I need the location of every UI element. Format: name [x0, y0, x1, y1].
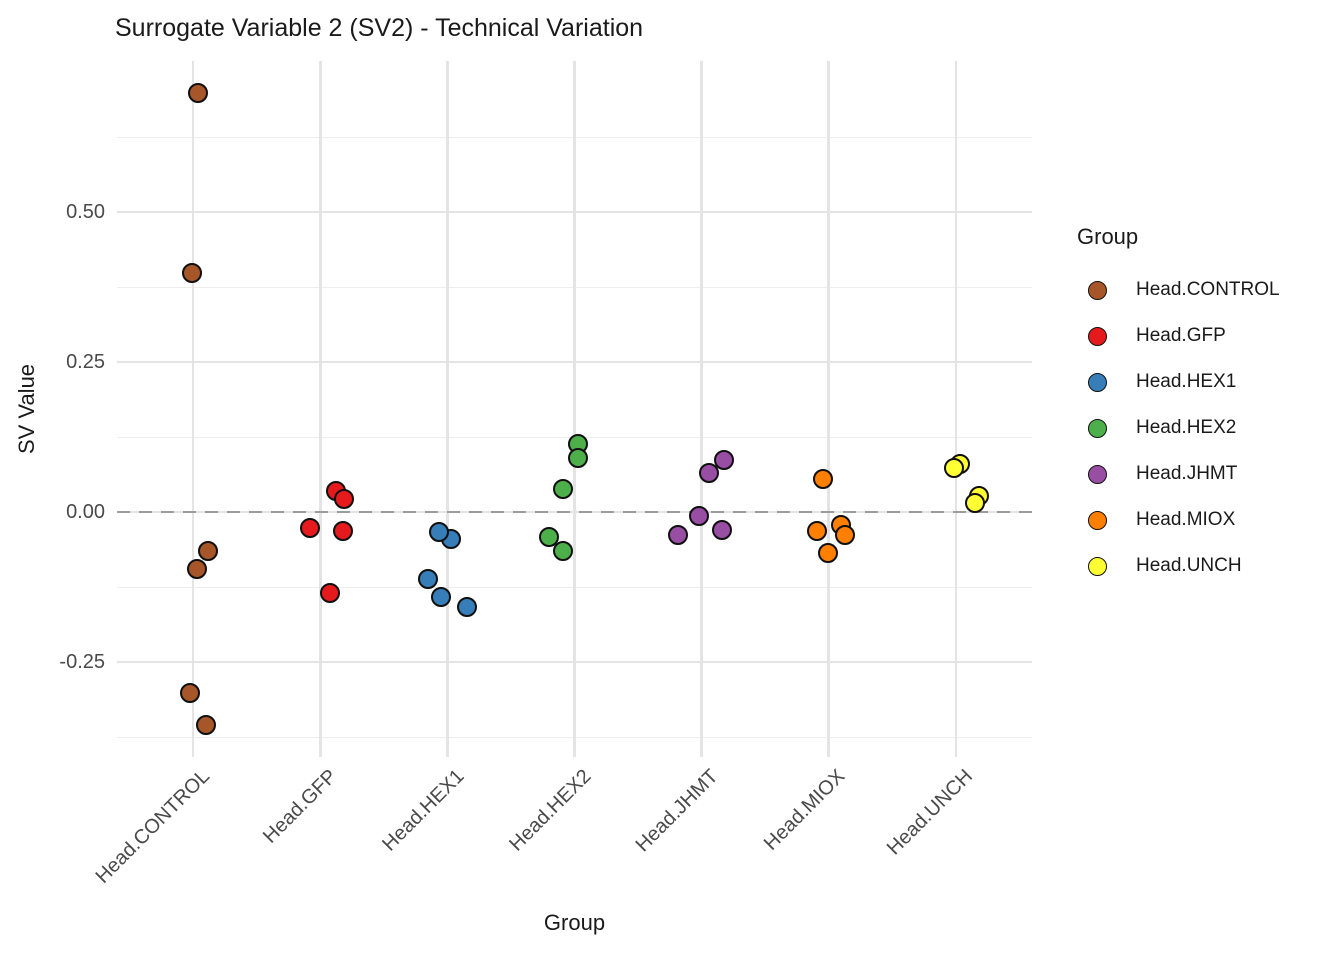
legend-item: Head.HEX1: [1077, 359, 1280, 405]
data-point: [334, 489, 355, 509]
y-tick-label: 0.00: [66, 501, 105, 524]
data-point: [698, 463, 719, 484]
data-point: [198, 541, 219, 562]
legend-item: Head.CONTROL: [1077, 267, 1280, 313]
legend-item-label: Head.MIOX: [1136, 509, 1236, 530]
y-tick-label: -0.25: [59, 651, 105, 674]
legend-items: Head.CONTROL Head.GFP Head.HEX1 Head.HEX2 He…: [1077, 267, 1280, 589]
legend-item: Head.MIOX: [1077, 497, 1280, 543]
legend-item-label: Head.HEX1: [1136, 371, 1237, 392]
plot-panel: [117, 61, 1032, 757]
legend-item-label: Head.CONTROL: [1136, 279, 1280, 300]
data-point: [713, 450, 734, 470]
y-tick-label: 0.25: [66, 351, 105, 374]
data-point: [568, 448, 589, 469]
data-point: [188, 83, 209, 104]
data-point: [552, 541, 573, 562]
legend-key-circle: [1088, 464, 1107, 484]
chart-title: Surrogate Variable 2 (SV2) - Technical V…: [115, 14, 644, 42]
legend-key-circle: [1088, 372, 1107, 392]
legend-key-circle: [1088, 556, 1107, 576]
data-point: [320, 583, 341, 604]
data-point: [964, 493, 985, 514]
data-point: [457, 597, 478, 617]
data-point: [180, 683, 201, 704]
data-point: [187, 559, 208, 580]
data-point: [711, 520, 732, 541]
data-point: [817, 543, 838, 563]
x-axis-title: Group: [543, 910, 606, 935]
y-axis-title: SV Value: [14, 363, 39, 455]
gridline-v: [192, 61, 195, 757]
data-point: [667, 525, 688, 545]
x-tick-label: Head.CONTROL: [91, 765, 215, 888]
data-point: [182, 263, 203, 284]
data-point: [196, 715, 217, 736]
x-tick-label: Head.HEX1: [378, 765, 469, 856]
legend-key-circle: [1088, 326, 1107, 346]
data-point: [552, 479, 573, 500]
legend-key-circle: [1088, 280, 1107, 300]
legend-key-circle: [1088, 510, 1107, 530]
legend: Group Head.CONTROL Head.GFP Head.HEX1 Head.…: [1077, 224, 1280, 589]
data-point: [944, 458, 965, 479]
data-point: [688, 506, 709, 527]
zero-reference-line: [117, 510, 1032, 514]
x-tick-label: Head.UNCH: [882, 765, 977, 860]
data-point: [812, 469, 833, 490]
x-tick-label: Head.GFP: [258, 765, 342, 848]
data-point: [834, 525, 855, 545]
legend-item-label: Head.HEX2: [1136, 417, 1237, 438]
legend-item-label: Head.JHMT: [1136, 463, 1238, 484]
data-point: [431, 587, 452, 608]
gridline-v: [954, 61, 957, 757]
legend-item-label: Head.UNCH: [1136, 555, 1242, 576]
data-point: [333, 521, 354, 542]
gridline-v: [446, 61, 449, 757]
x-tick-label: Head.MIOX: [760, 765, 850, 855]
legend-item: Head.GFP: [1077, 313, 1280, 359]
x-tick-label: Head.HEX2: [505, 765, 596, 856]
legend-item: Head.UNCH: [1077, 543, 1280, 589]
legend-item: Head.JHMT: [1077, 451, 1280, 497]
gridline-v: [319, 61, 322, 757]
data-point: [429, 522, 450, 542]
legend-item-label: Head.GFP: [1136, 325, 1226, 346]
legend-key-circle: [1088, 418, 1107, 438]
y-tick-label: 0.50: [66, 201, 105, 224]
gridline-v: [700, 61, 703, 757]
data-point: [806, 521, 827, 542]
gridline-v: [827, 61, 830, 757]
data-point: [300, 518, 321, 539]
legend-title: Group: [1077, 224, 1139, 249]
x-tick-label: Head.JHMT: [631, 765, 723, 857]
gridline-v: [573, 61, 576, 757]
data-point: [539, 527, 560, 548]
legend-item: Head.HEX2: [1077, 405, 1280, 451]
data-point: [418, 569, 439, 590]
